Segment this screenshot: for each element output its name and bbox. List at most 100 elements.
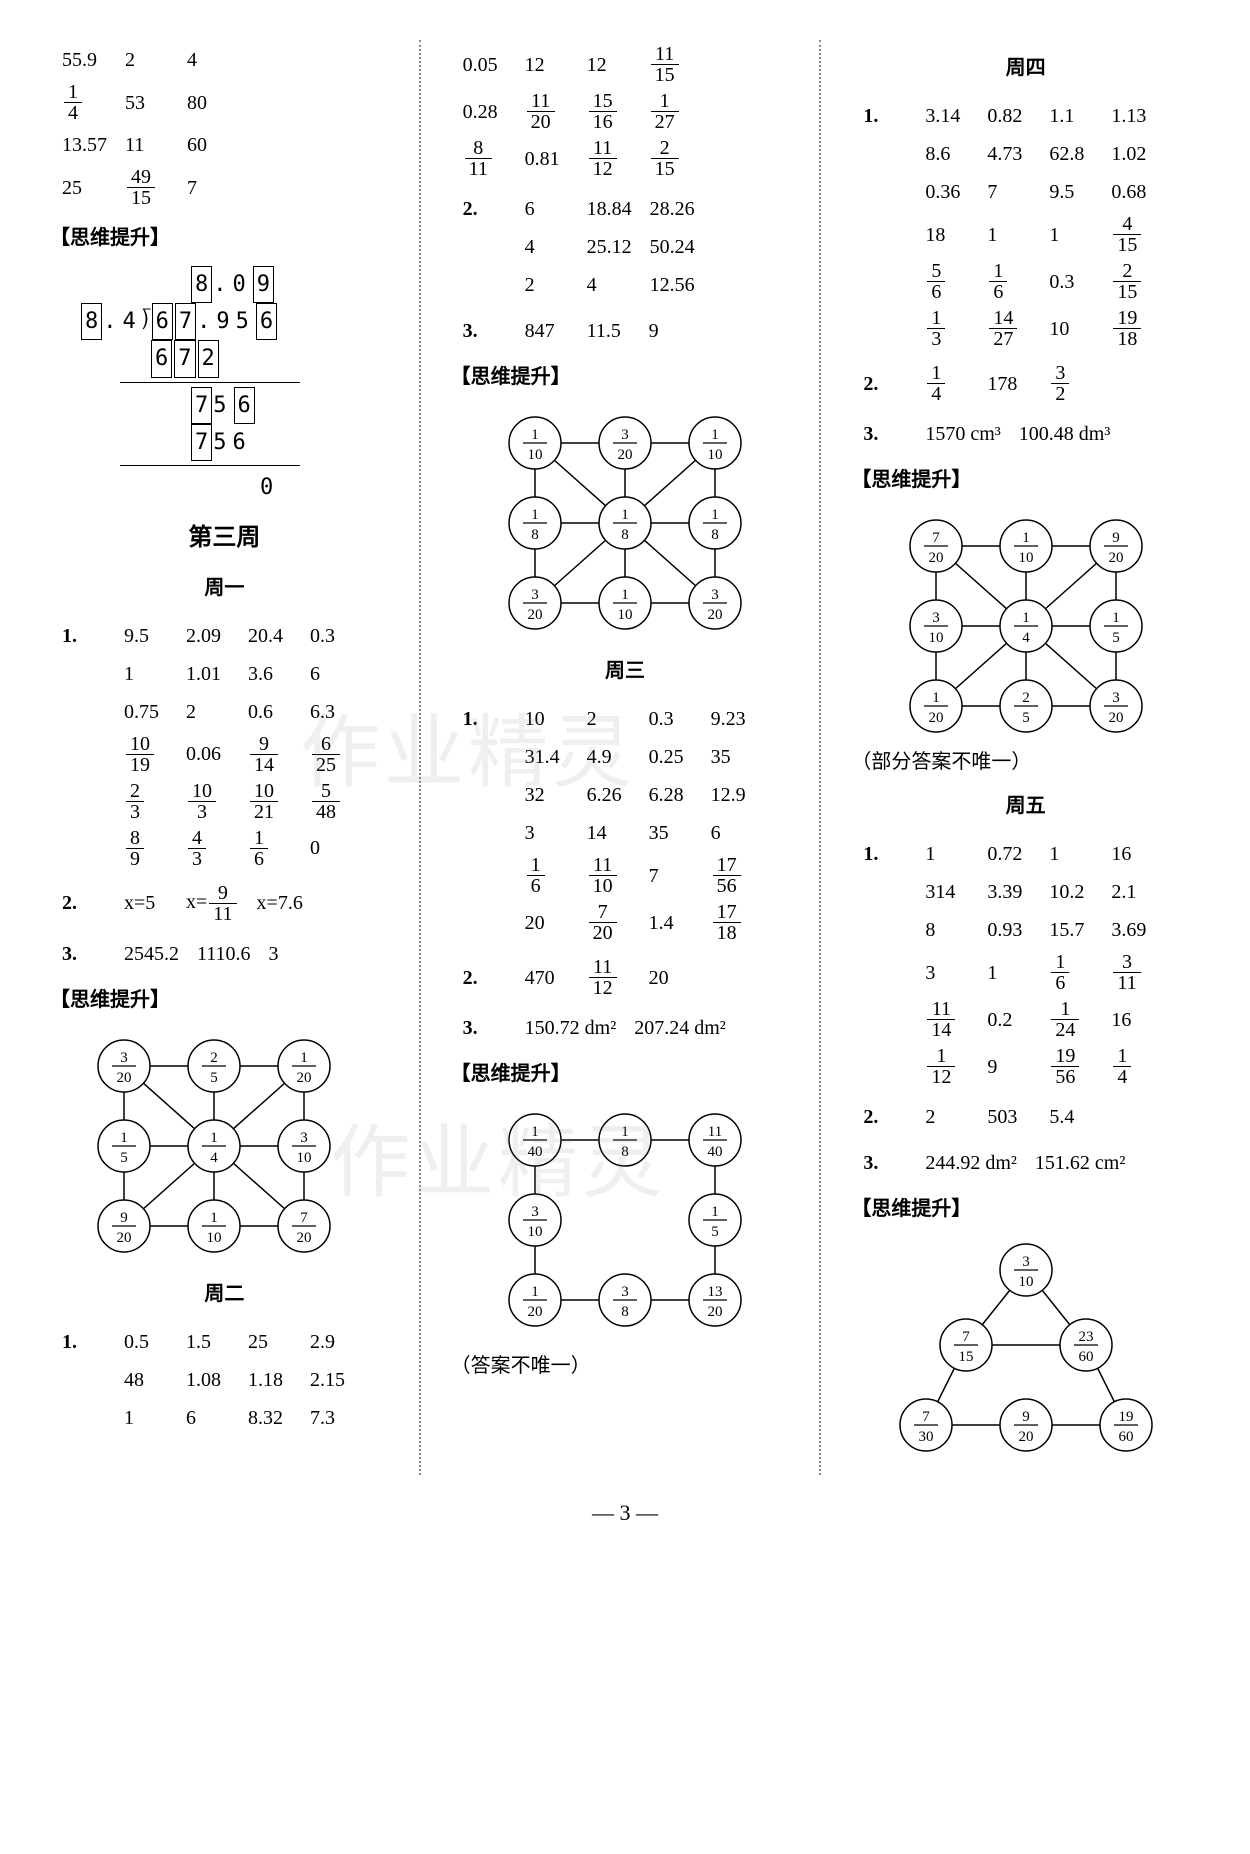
table-cell: 16 bbox=[981, 259, 1037, 304]
svg-text:20: 20 bbox=[1108, 550, 1123, 566]
table-cell: 9.5 bbox=[118, 618, 174, 654]
svg-text:1: 1 bbox=[621, 587, 629, 603]
question-label: 1. bbox=[857, 98, 913, 134]
svg-text:5: 5 bbox=[121, 1150, 129, 1166]
svg-text:1: 1 bbox=[932, 690, 940, 706]
table-cell: 207.24 dm² bbox=[628, 1010, 732, 1046]
table-cell: 13 bbox=[919, 306, 975, 351]
bracket-title-6: 【思维提升】 bbox=[851, 1193, 1200, 1225]
question-label: 2. bbox=[857, 1099, 913, 1135]
svg-text:10: 10 bbox=[207, 1230, 222, 1246]
table-cell: 1021 bbox=[242, 779, 298, 824]
table-cell: 4915 bbox=[119, 165, 175, 210]
table-cell: 53 bbox=[119, 80, 175, 125]
svg-text:20: 20 bbox=[708, 607, 723, 623]
svg-text:1: 1 bbox=[211, 1210, 219, 1226]
table-cell: 20.4 bbox=[242, 618, 298, 654]
question-label: 1. bbox=[857, 836, 913, 872]
table-cell: 2.9 bbox=[304, 1324, 360, 1360]
day5-title: 周五 bbox=[851, 790, 1200, 822]
table-cell: 2 bbox=[180, 694, 236, 730]
table-cell: 3.6 bbox=[242, 656, 298, 692]
svg-text:1: 1 bbox=[121, 1130, 129, 1146]
svg-text:10: 10 bbox=[528, 1224, 543, 1240]
question-label: 3. bbox=[857, 1145, 913, 1181]
question-label: 3. bbox=[457, 1010, 513, 1046]
col3-day5-q1: 1.10.721163143.3910.22.180.9315.73.69311… bbox=[851, 834, 1167, 1091]
table-cell: 1 bbox=[919, 836, 975, 872]
table-cell: 6 bbox=[519, 191, 575, 227]
table-cell: 0.5 bbox=[118, 1324, 174, 1360]
question-label: 3. bbox=[56, 936, 112, 972]
table-cell: 18.84 bbox=[581, 191, 638, 227]
day4-title: 周四 bbox=[851, 52, 1200, 84]
svg-text:4: 4 bbox=[1022, 630, 1030, 646]
svg-text:23: 23 bbox=[1078, 1329, 1093, 1345]
table-cell: 6.3 bbox=[304, 694, 360, 730]
table-cell: 55.9 bbox=[56, 42, 113, 78]
svg-text:20: 20 bbox=[928, 710, 943, 726]
table-cell: 43 bbox=[180, 826, 236, 871]
table-cell: 150.72 dm² bbox=[519, 1010, 623, 1046]
table-cell: 4.73 bbox=[981, 136, 1037, 172]
table-cell: 3.14 bbox=[919, 98, 975, 134]
table-cell: 1.08 bbox=[180, 1362, 236, 1398]
svg-text:9: 9 bbox=[121, 1210, 129, 1226]
table-cell: 3 bbox=[263, 936, 319, 972]
col1-q3: 3.2545.21110.63 bbox=[50, 934, 325, 974]
table-cell: 0.3 bbox=[1043, 259, 1099, 304]
table-cell: 1 bbox=[981, 212, 1037, 257]
question-label: 3. bbox=[857, 416, 913, 452]
svg-text:20: 20 bbox=[528, 1304, 543, 1320]
magic-square-3: 14018114031015120381320 bbox=[485, 1100, 765, 1340]
table-cell: 50.24 bbox=[644, 229, 701, 265]
table-cell: 12.56 bbox=[644, 267, 701, 303]
svg-text:40: 40 bbox=[708, 1144, 723, 1160]
table-cell: 1956 bbox=[1043, 1044, 1099, 1089]
svg-text:2: 2 bbox=[1022, 690, 1030, 706]
svg-text:20: 20 bbox=[528, 607, 543, 623]
table-cell: 124 bbox=[1043, 997, 1099, 1042]
table-cell: 2 bbox=[919, 1099, 975, 1135]
table-cell: 0.81 bbox=[519, 136, 575, 181]
day3-title: 周三 bbox=[451, 655, 800, 687]
table-cell: 32 bbox=[1043, 361, 1099, 406]
table-cell: 16 bbox=[1105, 836, 1161, 872]
table-cell: 625 bbox=[304, 732, 360, 777]
table-cell: 1918 bbox=[1105, 306, 1161, 351]
table-cell: 1 bbox=[1043, 836, 1099, 872]
table-cell: 62.8 bbox=[1043, 136, 1099, 172]
svg-text:3: 3 bbox=[531, 1204, 539, 1220]
svg-text:20: 20 bbox=[928, 550, 943, 566]
svg-text:8: 8 bbox=[621, 527, 629, 543]
question-label: 2. bbox=[457, 955, 513, 1000]
col1-day2-q1: 1.0.51.5252.9481.081.182.15168.327.3 bbox=[50, 1322, 366, 1438]
col3-day5-q3: 3.244.92 dm²151.62 cm² bbox=[851, 1143, 1137, 1183]
col2-top-table: 0.05121211150.28112015161278110.81111221… bbox=[451, 40, 705, 183]
svg-text:1: 1 bbox=[301, 1050, 309, 1066]
question-label: 3. bbox=[457, 313, 513, 349]
table-cell: 20 bbox=[519, 900, 575, 945]
bracket-title-3: 【思维提升】 bbox=[451, 361, 800, 393]
table-cell: 6.26 bbox=[581, 777, 637, 813]
table-cell: 151.62 cm² bbox=[1029, 1145, 1131, 1181]
long-division: 8.098.4⟌67.9566727567560 bbox=[80, 266, 399, 505]
col1-q2: 2.x=5x=911x=7.6 bbox=[50, 879, 315, 928]
table-cell: 7.3 bbox=[304, 1400, 360, 1436]
table-cell: 31.4 bbox=[519, 739, 575, 775]
table-cell: 7 bbox=[981, 174, 1037, 210]
table-cell: 18 bbox=[919, 212, 975, 257]
table-cell: 4 bbox=[519, 229, 575, 265]
col3-day5-q2: 2.25035.4 bbox=[851, 1097, 1105, 1137]
table-cell: 1019 bbox=[118, 732, 174, 777]
table-cell: 2.15 bbox=[304, 1362, 360, 1398]
svg-text:1: 1 bbox=[531, 507, 539, 523]
table-cell: 1.4 bbox=[643, 900, 699, 945]
svg-text:20: 20 bbox=[297, 1230, 312, 1246]
table-cell: 0.3 bbox=[304, 618, 360, 654]
svg-text:40: 40 bbox=[528, 1144, 543, 1160]
table-cell: 12 bbox=[581, 42, 637, 87]
svg-text:3: 3 bbox=[1022, 1254, 1030, 1270]
table-cell: 9 bbox=[643, 313, 699, 349]
table-cell: 720 bbox=[581, 900, 637, 945]
